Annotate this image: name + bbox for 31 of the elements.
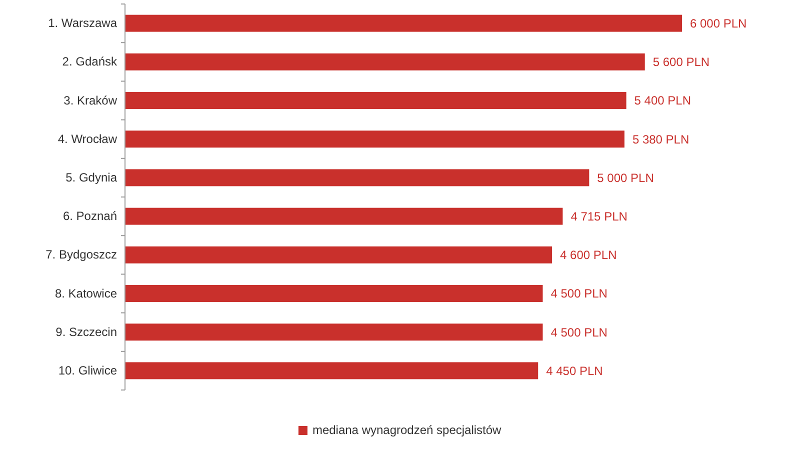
y-tick-label: 3. Kraków (64, 93, 118, 108)
data-label: 6 000 PLN (690, 16, 747, 30)
legend-label: mediana wynagrodzeń specjalistów (312, 423, 502, 437)
y-tick-label: 5. Gdynia (66, 170, 118, 185)
data-label: 4 500 PLN (550, 325, 608, 340)
bar (125, 53, 645, 70)
bar (125, 324, 543, 341)
data-label: 4 715 PLN (570, 210, 628, 224)
y-tick-label: 2. Gdańsk (62, 54, 118, 69)
data-label: 5 380 PLN (632, 132, 690, 146)
y-tick-label: 6. Poznań (62, 209, 117, 224)
bar (125, 246, 552, 264)
y-tick-label: 8. Katowice (54, 286, 118, 300)
y-tick-label: 7. Bydgoszcz (46, 248, 117, 262)
bar (125, 14, 682, 32)
bar (125, 130, 624, 148)
data-label: 4 500 PLN (550, 286, 608, 301)
data-label: 4 600 PLN (560, 248, 617, 262)
data-label: 5 000 PLN (597, 170, 654, 185)
data-label: 4 450 PLN (546, 364, 603, 378)
y-tick-label: 10. Gliwice (58, 364, 118, 378)
bar (125, 92, 626, 109)
y-tick-label: 4. Wrocław (58, 132, 118, 146)
y-tick-label: 1. Warszawa (48, 16, 118, 30)
bar (125, 362, 538, 380)
y-tick-label: 9. Szczecin (56, 324, 117, 339)
bar (125, 169, 590, 186)
bar (125, 208, 563, 225)
data-label: 5 600 PLN (652, 55, 710, 70)
bar (125, 285, 543, 302)
data-label: 5 400 PLN (634, 94, 692, 108)
